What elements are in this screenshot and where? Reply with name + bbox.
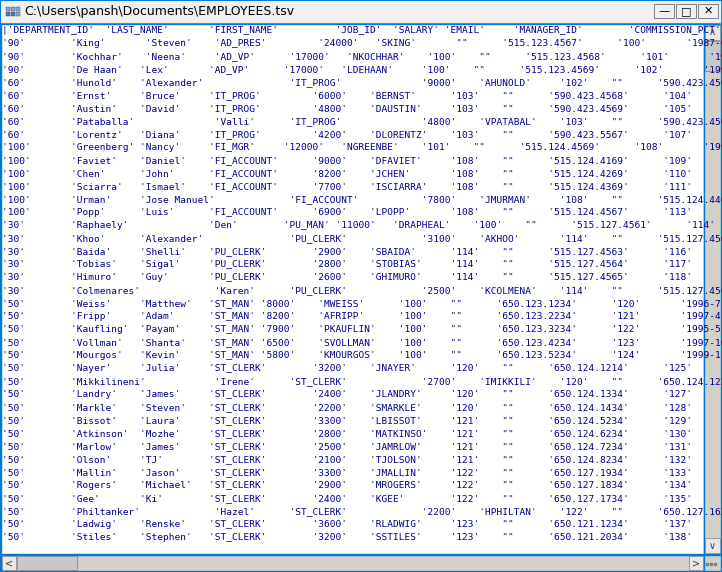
Text: '50'        'Mikkilineni'            'Irene'      'ST_CLERK'             '2700' : '50' 'Mikkilineni' 'Irene' 'ST_CLERK' '2… [2, 377, 722, 386]
Bar [16, 12, 20, 16]
Bar [705, 25, 720, 40]
Text: ∧: ∧ [709, 27, 716, 37]
Text: '50'        'Nayer'     'Julia'     'ST_CLERK'        '3200'    'JNAYER'      '1: '50' 'Nayer' 'Julia' 'ST_CLERK' '3200' '… [2, 364, 722, 373]
Text: '50'        'Mourgos'   'Kevin'     'ST_MAN' '5800'    'KMOURGOS'    '100'    "": '50' 'Mourgos' 'Kevin' 'ST_MAN' '5800' '… [2, 351, 722, 360]
Text: '100'       'Popp'      'Luis'      'FI_ACCOUNT'      '6900'    'LPOPP'       '1: '100' 'Popp' 'Luis' 'FI_ACCOUNT' '6900' … [2, 208, 722, 217]
Text: '60'        'Austin'    'David'     'IT_PROG'         '4800'    'DAUSTIN'     '1: '60' 'Austin' 'David' 'IT_PROG' '4800' '… [2, 104, 722, 113]
Bar [6, 12, 10, 16]
Text: '50'        'Kaufling'  'Payam'     'ST_MAN' '7900'    'PKAUFLIN'    '100'    "": '50' 'Kaufling' 'Payam' 'ST_MAN' '7900' … [2, 325, 722, 334]
Bar [689, 556, 703, 570]
Text: '100'       'Urman'     'Jose Manuel'             'FI_ACCOUNT'           '7800' : '100' 'Urman' 'Jose Manuel' 'FI_ACCOUNT'… [2, 195, 722, 204]
Bar [705, 538, 720, 553]
Text: '30'        'Colmenares'             'Karen'      'PU_CLERK'             '2500' : '30' 'Colmenares' 'Karen' 'PU_CLERK' '25… [2, 286, 722, 295]
Text: |'DEPARTMENT_ID'  'LAST_NAME'       'FIRST_NAME'          'JOB_ID'  'SALARY' 'EM: |'DEPARTMENT_ID' 'LAST_NAME' 'FIRST_NAME… [2, 26, 722, 35]
Text: '100'       'Faviet'    'Daniel'    'FI_ACCOUNT'      '9000'    'DFAVIET'     '1: '100' 'Faviet' 'Daniel' 'FI_ACCOUNT' '90… [2, 156, 722, 165]
Text: '30'        'Raphaely'              'Den'        'PU_MAN' '11000'   'DRAPHEAL'  : '30' 'Raphaely' 'Den' 'PU_MAN' '11000' '… [2, 221, 722, 230]
Text: C:\Users\pansh\Documents\EMPLOYEES.tsv: C:\Users\pansh\Documents\EMPLOYEES.tsv [24, 6, 294, 18]
Text: '50'        'Stiles'    'Stephen'   'ST_CLERK'        '3200'    'SSTILES'     '1: '50' 'Stiles' 'Stephen' 'ST_CLERK' '3200… [2, 533, 722, 542]
Bar [11, 12, 15, 16]
Text: '30'        'Khoo'      'Alexander'               'PU_CLERK'             '3100' : '30' 'Khoo' 'Alexander' 'PU_CLERK' '3100… [2, 234, 722, 243]
Text: '90'        'De Haan'   'Lex'       'AD_VP'      '17000'   'LDEHAAN'     '100'  : '90' 'De Haan' 'Lex' 'AD_VP' '17000' 'LD… [2, 65, 722, 74]
Text: '60'        'Hunold'    'Alexander'               'IT_PROG'              '9000' : '60' 'Hunold' 'Alexander' 'IT_PROG' '900… [2, 78, 722, 87]
Text: >: > [692, 558, 700, 568]
Bar [6, 7, 10, 11]
Text: <: < [5, 558, 13, 568]
Bar [698, 4, 718, 18]
Text: '50'        'Gee'       'Ki'        'ST_CLERK'        '2400'    'KGEE'        '1: '50' 'Gee' 'Ki' 'ST_CLERK' '2400' 'KGEE'… [2, 494, 722, 503]
Text: '50'        'Olson'     'TJ'        'ST_CLERK'        '2100'    'TJOLSON'     '1: '50' 'Olson' 'TJ' 'ST_CLERK' '2100' 'TJO… [2, 455, 722, 464]
Text: '50'        'Marlow'    'James'     'ST_CLERK'        '2500'    'JAMRLOW'     '1: '50' 'Marlow' 'James' 'ST_CLERK' '2500' … [2, 442, 722, 451]
Bar [1, 1, 721, 23]
Text: '30'        'Baida'     'Shelli'    'PU_CLERK'        '2900'    'SBAIDA'      '1: '30' 'Baida' 'Shelli' 'PU_CLERK' '2900' … [2, 247, 722, 256]
Bar [676, 4, 696, 18]
Bar [704, 555, 721, 571]
Bar [11, 7, 15, 11]
Bar [705, 41, 720, 71]
Text: ∨: ∨ [709, 541, 716, 551]
Text: '50'        'Bissot'    'Laura'     'ST_CLERK'        '3300'    'LBISSOT'     '1: '50' 'Bissot' 'Laura' 'ST_CLERK' '3300' … [2, 416, 722, 425]
Bar [1, 555, 704, 571]
Text: '100'       'Chen'      'John'      'FI_ACCOUNT'      '8200'    'JCHEN'       '1: '100' 'Chen' 'John' 'FI_ACCOUNT' '8200' … [2, 169, 722, 178]
Text: '50'        'Vollman'   'Shanta'    'ST_MAN' '6500'    'SVOLLMAN'    '100'    "": '50' 'Vollman' 'Shanta' 'ST_MAN' '6500' … [2, 338, 722, 347]
Text: '50'        'Philtanker'             'Hazel'      'ST_CLERK'             '2200' : '50' 'Philtanker' 'Hazel' 'ST_CLERK' '22… [2, 507, 722, 516]
Text: '30'        'Tobias'    'Sigal'     'PU_CLERK'        '2800'    'STOBIAS'     '1: '30' 'Tobias' 'Sigal' 'PU_CLERK' '2800' … [2, 260, 722, 269]
Text: '50'        'Mallin'    'Jason'     'ST_CLERK'        '3300'    'JMALLIN'     '1: '50' 'Mallin' 'Jason' 'ST_CLERK' '3300' … [2, 468, 722, 477]
Bar [16, 7, 20, 11]
Bar [654, 4, 674, 18]
Text: '60'        'Lorentz'   'Diana'     'IT_PROG'         '4200'    'DLORENTZ'    '1: '60' 'Lorentz' 'Diana' 'IT_PROG' '4200' … [2, 130, 722, 139]
Text: □: □ [681, 6, 691, 16]
Text: '50'        'Landry'    'James'     'ST_CLERK'        '2400'    'JLANDRY'     '1: '50' 'Landry' 'James' 'ST_CLERK' '2400' … [2, 390, 722, 399]
Text: '90'        'King'       'Steven'    'AD_PRES'         '24000'   'SKING'       ": '90' 'King' 'Steven' 'AD_PRES' '24000' '… [2, 39, 722, 48]
Text: '50'        'Markle'    'Steven'    'ST_CLERK'        '2200'    'SMARKLE'     '1: '50' 'Markle' 'Steven' 'ST_CLERK' '2200'… [2, 403, 722, 412]
Text: '90'        'Kochhar'    'Neena'     'AD_VP'      '17000'   'NKOCHHAR'    '100' : '90' 'Kochhar' 'Neena' 'AD_VP' '17000' '… [2, 52, 722, 61]
Text: '100'       'Sciarra'   'Ismael'    'FI_ACCOUNT'      '7700'    'ISCIARRA'    '1: '100' 'Sciarra' 'Ismael' 'FI_ACCOUNT' '7… [2, 182, 722, 191]
Text: '60'        'Ernst'     'Bruce'     'IT_PROG'         '6000'    'BERNST'      '1: '60' 'Ernst' 'Bruce' 'IT_PROG' '6000' 'B… [2, 91, 722, 100]
Text: '50'        'Fripp'     'Adam'      'ST_MAN' '8200'    'AFRIPP'      '100'    "": '50' 'Fripp' 'Adam' 'ST_MAN' '8200' 'AFR… [2, 312, 722, 321]
Text: —: — [658, 6, 669, 16]
Bar [2, 556, 16, 570]
Bar [704, 24, 721, 554]
Text: ✕: ✕ [703, 6, 713, 16]
Text: '60'        'Pataballa'              'Valli'      'IT_PROG'              '4800' : '60' 'Pataballa' 'Valli' 'IT_PROG' '4800… [2, 117, 722, 126]
Text: '100'       'Greenberg' 'Nancy'     'FI_MGR'     '12000'   'NGREENBE'    '101'  : '100' 'Greenberg' 'Nancy' 'FI_MGR' '1200… [2, 143, 722, 152]
Text: '50'        'Ladwig'    'Renske'    'ST_CLERK'        '3600'    'RLADWIG'     '1: '50' 'Ladwig' 'Renske' 'ST_CLERK' '3600'… [2, 520, 722, 529]
Text: '30'        'Himuro'    'Guy'       'PU_CLERK'        '2600'    'GHIMURO'     '1: '30' 'Himuro' 'Guy' 'PU_CLERK' '2600' 'G… [2, 273, 722, 282]
Text: '50'        'Atkinson'  'Mozhe'     'ST_CLERK'        '2800'    'MATKINSO'    '1: '50' 'Atkinson' 'Mozhe' 'ST_CLERK' '2800… [2, 429, 722, 438]
Bar [17, 556, 77, 570]
Text: '50'        'Rogers'    'Michael'   'ST_CLERK'        '2900'    'MROGERS'     '1: '50' 'Rogers' 'Michael' 'ST_CLERK' '2900… [2, 481, 722, 490]
Text: '50'        'Weiss'     'Matthew'   'ST_MAN' '8000'    'MWEISS'      '100'    "": '50' 'Weiss' 'Matthew' 'ST_MAN' '8000' '… [2, 299, 722, 308]
